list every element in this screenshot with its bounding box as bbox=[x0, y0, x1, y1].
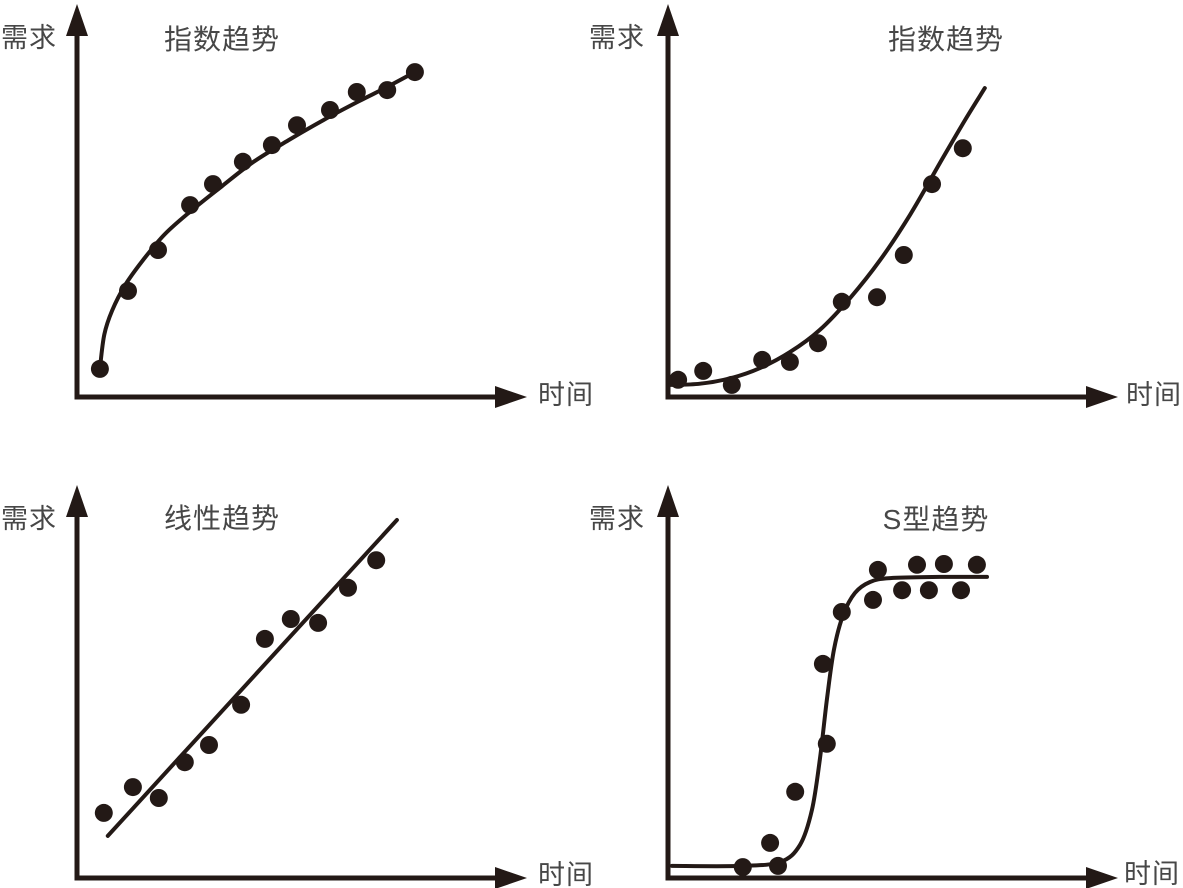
x-axis-label: 时间 bbox=[538, 860, 594, 888]
x-axis-arrow-icon bbox=[1086, 386, 1118, 408]
data-point bbox=[893, 581, 912, 600]
data-point bbox=[894, 246, 913, 264]
data-point bbox=[281, 610, 300, 628]
data-point bbox=[175, 753, 194, 772]
data-point bbox=[761, 833, 780, 852]
data-point bbox=[967, 555, 986, 574]
data-point bbox=[90, 359, 109, 378]
y-axis-label: 需求 bbox=[1, 23, 57, 53]
data-point bbox=[923, 175, 941, 194]
data-point bbox=[809, 334, 827, 353]
chart-title: 指数趋势 bbox=[887, 24, 1005, 55]
data-point bbox=[309, 613, 328, 632]
data-point bbox=[753, 350, 772, 369]
data-point bbox=[780, 352, 799, 371]
x-axis-label: 时间 bbox=[1126, 380, 1182, 410]
data-point bbox=[233, 152, 252, 171]
chart-title: 线性趋势 bbox=[163, 503, 281, 534]
data-point bbox=[94, 803, 113, 822]
data-point bbox=[339, 578, 357, 597]
data-point bbox=[908, 555, 926, 574]
chart-bottom-right bbox=[657, 485, 1118, 888]
data-point bbox=[200, 736, 218, 754]
data-point bbox=[321, 101, 339, 119]
chart-top-left bbox=[66, 4, 527, 408]
chart-top-right bbox=[657, 4, 1118, 408]
data-point bbox=[952, 581, 970, 600]
data-point bbox=[694, 361, 713, 380]
y-axis-label: 需求 bbox=[589, 23, 645, 53]
data-point bbox=[669, 370, 688, 389]
data-point bbox=[255, 629, 274, 648]
y-axis-arrow-icon bbox=[657, 4, 679, 36]
data-point bbox=[405, 63, 424, 82]
trend-curve bbox=[670, 574, 989, 869]
data-point bbox=[149, 241, 167, 259]
chart-title: 指数趋势 bbox=[163, 24, 281, 55]
data-point bbox=[123, 778, 142, 797]
trend-curve bbox=[668, 86, 987, 387]
y-axis-arrow-icon bbox=[66, 4, 88, 36]
data-point bbox=[864, 590, 882, 609]
data-point bbox=[149, 789, 168, 807]
data-point bbox=[347, 83, 366, 101]
x-axis-label: 时间 bbox=[538, 380, 594, 410]
data-point bbox=[813, 654, 832, 673]
chart-title: S型趋势 bbox=[882, 504, 990, 535]
data-point bbox=[934, 555, 953, 573]
data-point bbox=[288, 116, 306, 135]
data-point bbox=[817, 734, 836, 753]
y-axis-arrow-icon bbox=[66, 485, 88, 517]
x-axis-label: 时间 bbox=[1124, 859, 1180, 888]
y-axis-label: 需求 bbox=[589, 504, 645, 534]
data-point bbox=[868, 288, 886, 307]
data-point bbox=[769, 856, 787, 875]
data-point bbox=[204, 175, 222, 194]
data-point bbox=[119, 281, 137, 300]
data-point bbox=[832, 292, 851, 311]
x-axis-arrow-icon bbox=[495, 386, 527, 408]
data-point bbox=[722, 375, 741, 394]
trend-curve bbox=[97, 70, 417, 371]
chart-bottom-left bbox=[66, 485, 527, 888]
x-axis-arrow-icon bbox=[495, 867, 527, 888]
data-point bbox=[181, 196, 200, 215]
x-axis-arrow-icon bbox=[1086, 867, 1118, 888]
data-point bbox=[868, 560, 887, 579]
data-point bbox=[919, 581, 938, 600]
data-point bbox=[378, 81, 397, 100]
trend-curve bbox=[105, 518, 399, 838]
y-axis-arrow-icon bbox=[657, 485, 679, 517]
data-point bbox=[953, 139, 972, 158]
data-point bbox=[786, 782, 805, 801]
data-point bbox=[367, 551, 386, 570]
data-point bbox=[832, 603, 851, 621]
data-point bbox=[262, 136, 281, 155]
data-point bbox=[232, 695, 251, 714]
data-point bbox=[733, 858, 752, 877]
y-axis-label: 需求 bbox=[1, 504, 57, 534]
